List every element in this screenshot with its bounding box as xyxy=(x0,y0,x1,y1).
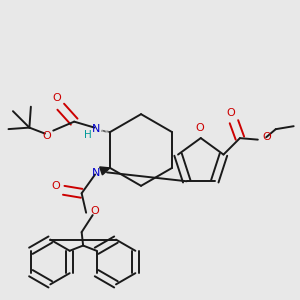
Text: O: O xyxy=(226,108,235,118)
Polygon shape xyxy=(100,167,110,175)
Text: O: O xyxy=(42,131,51,141)
Text: O: O xyxy=(52,93,61,103)
Text: H: H xyxy=(84,130,92,140)
Text: N: N xyxy=(92,168,100,178)
Text: O: O xyxy=(90,206,99,216)
Text: N: N xyxy=(92,124,100,134)
Text: O: O xyxy=(51,181,60,191)
Text: O: O xyxy=(195,123,204,133)
Text: O: O xyxy=(262,132,271,142)
